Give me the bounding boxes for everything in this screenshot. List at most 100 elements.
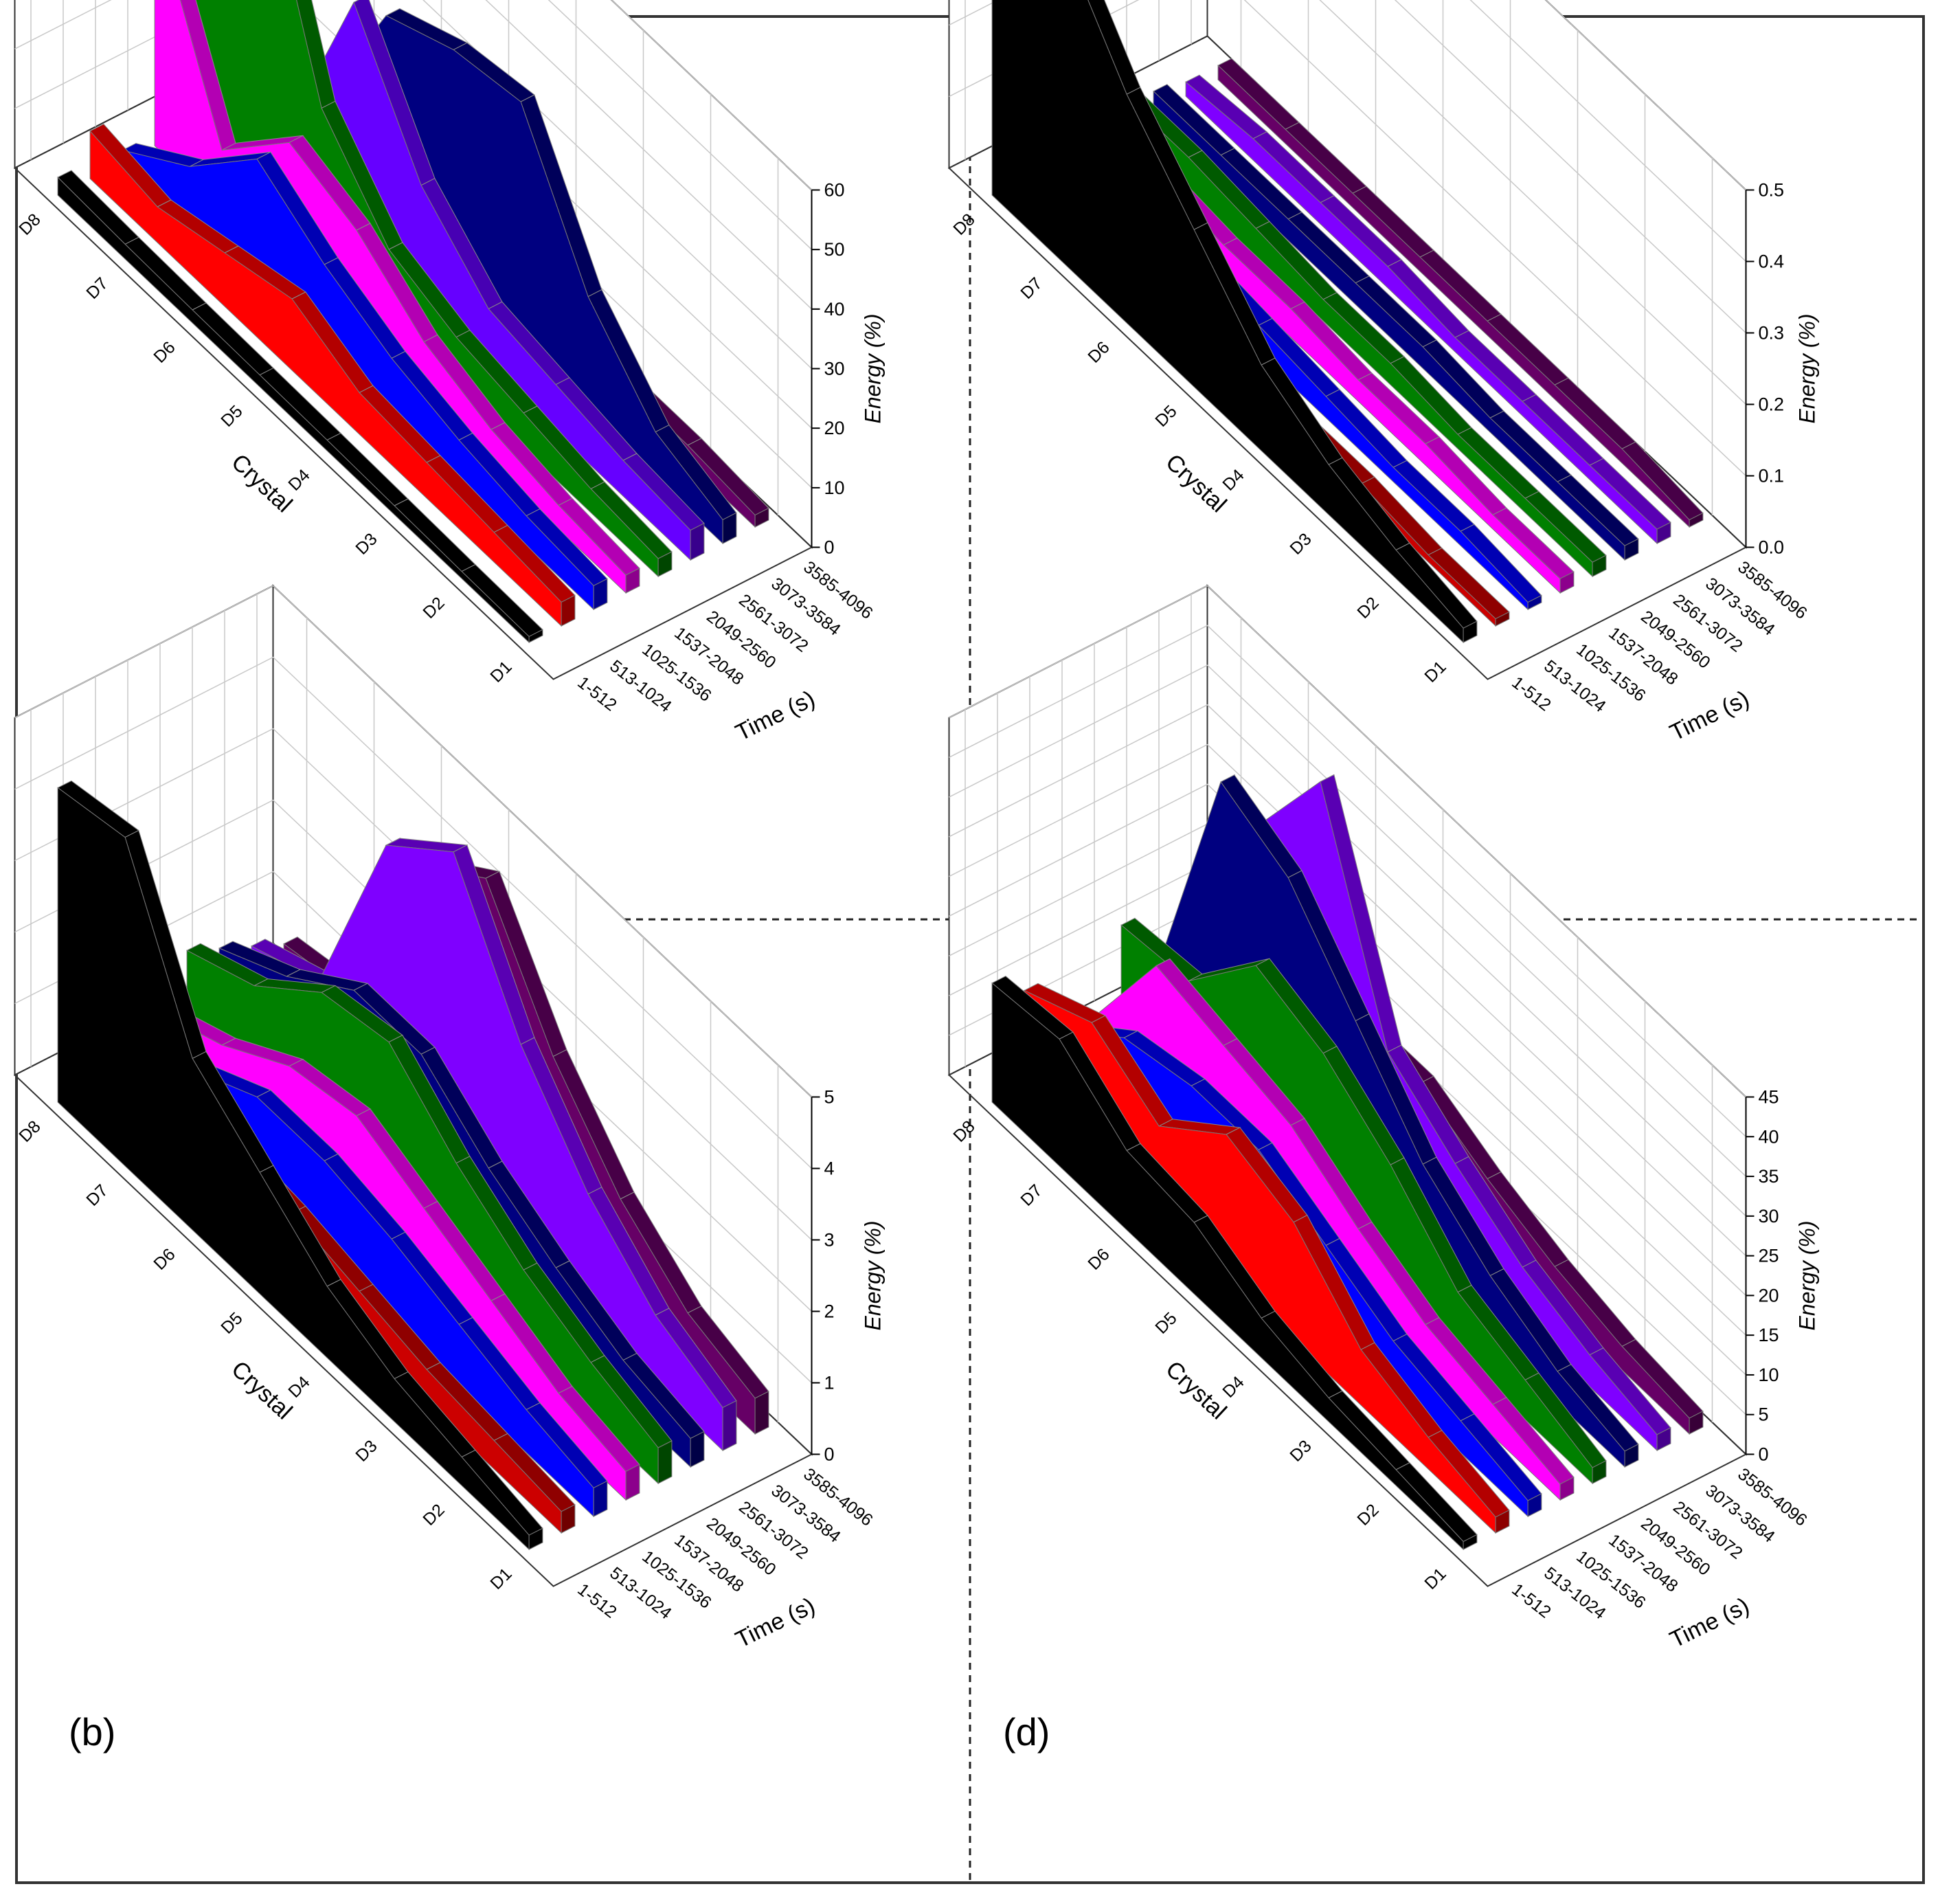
grid-line bbox=[949, 704, 1747, 1217]
energy-tick-label: 4 bbox=[824, 1158, 835, 1179]
series-ribbon-2049-2560 bbox=[1120, 86, 1607, 578]
energy-tick-label: 0.2 bbox=[1759, 394, 1785, 415]
grid-line bbox=[14, 0, 813, 429]
energy-tick-label: 40 bbox=[824, 299, 845, 320]
series-ribbon-3585-4096 bbox=[1217, 58, 1704, 528]
energy-axis: 0 5 10 15 20 25 30 35 40 45 Energy (%) bbox=[1745, 1087, 1820, 1465]
grid-line bbox=[949, 664, 1747, 1177]
ribbons bbox=[57, 780, 769, 1551]
series-ribbon-3073-3584 bbox=[1185, 74, 1671, 545]
grid-line bbox=[422, 0, 813, 370]
ribbon-end-cap bbox=[1495, 611, 1510, 627]
energy-tick-label: 0 bbox=[824, 537, 835, 558]
ribbon-end-cap bbox=[625, 568, 640, 594]
ribbons bbox=[991, 0, 1704, 644]
energy-tick-label: 20 bbox=[824, 418, 845, 438]
ribbon-end-cap bbox=[1624, 538, 1639, 561]
grid-line bbox=[611, 0, 813, 191]
energy-tick-label: 5 bbox=[1759, 1404, 1769, 1425]
series-ribbon-2561-3072 bbox=[1153, 774, 1639, 1468]
ribbon-end-cap bbox=[1559, 1476, 1575, 1501]
energy-axis-title: Energy (%) bbox=[861, 1220, 886, 1330]
ribbon-end-cap bbox=[1559, 571, 1575, 594]
energy-tick-label: 2 bbox=[824, 1301, 835, 1322]
grid-line bbox=[14, 0, 813, 489]
energy-tick-label: 0.5 bbox=[1759, 180, 1785, 201]
floor bbox=[947, 35, 1748, 680]
energy-axis-title: Energy (%) bbox=[1795, 313, 1820, 423]
energy-tick-label: 0.4 bbox=[1759, 251, 1785, 272]
ribbon-end-cap bbox=[593, 578, 608, 610]
energy-tick-label: 0 bbox=[824, 1444, 835, 1465]
grid-line bbox=[14, 585, 813, 1098]
ribbon-end-cap bbox=[625, 1464, 640, 1501]
energy-tick-label: 10 bbox=[824, 478, 845, 498]
energy-tick-label: 40 bbox=[1759, 1126, 1779, 1147]
energy-tick-label: 0 bbox=[1759, 1444, 1769, 1465]
grid-line bbox=[1394, 0, 1747, 334]
series-ribbon-1-512 bbox=[991, 976, 1478, 1551]
ribbon-end-cap bbox=[528, 1527, 543, 1550]
energy-axis-title: Energy (%) bbox=[1795, 1220, 1820, 1330]
ribbon-end-cap bbox=[1624, 1443, 1639, 1468]
ribbon-end-cap bbox=[1527, 594, 1542, 610]
energy-tick-label: 50 bbox=[824, 239, 845, 260]
energy-axis-title: Energy (%) bbox=[861, 313, 886, 423]
energy-tick-label: 0.1 bbox=[1759, 466, 1785, 486]
ribbon-end-cap bbox=[657, 1440, 673, 1484]
grid-line bbox=[14, 656, 813, 1169]
series-ribbon-2561-3072 bbox=[1153, 84, 1639, 561]
series-ribbon-1537-2048 bbox=[154, 0, 640, 594]
ribbon-end-cap bbox=[1527, 1492, 1542, 1517]
ribbon-end-cap bbox=[1689, 512, 1704, 528]
ribbon-end-cap bbox=[593, 1480, 608, 1517]
energy-axis: 0.0 0.1 0.2 0.3 0.4 0.5 Energy (%) bbox=[1745, 180, 1820, 558]
ribbon-end-cap bbox=[561, 1503, 576, 1534]
energy-tick-label: 60 bbox=[824, 180, 845, 201]
energy-tick-label: 10 bbox=[1759, 1365, 1779, 1385]
ribbon-end-cap bbox=[528, 629, 543, 643]
energy-axis: 0 10 20 30 40 50 60 Energy (%) bbox=[811, 180, 886, 558]
grid-line bbox=[485, 0, 813, 310]
ribbon-end-cap bbox=[1689, 1410, 1704, 1435]
energy-tick-label: 1 bbox=[824, 1373, 835, 1393]
ribbon-end-cap bbox=[690, 522, 705, 561]
ribbon-end-cap bbox=[561, 594, 576, 627]
grid-line bbox=[949, 585, 1747, 1098]
ribbon-end-cap bbox=[690, 1431, 705, 1468]
ribbon-end-cap bbox=[722, 1400, 737, 1451]
series-ribbon-1-512 bbox=[57, 170, 543, 644]
grid-line bbox=[949, 783, 1747, 1296]
grid-line bbox=[1545, 0, 1747, 191]
ribbon-end-cap bbox=[754, 507, 769, 528]
panel-label: (b) bbox=[69, 1710, 115, 1754]
energy-tick-label: 25 bbox=[1759, 1246, 1779, 1266]
ribbon-end-cap bbox=[1656, 1426, 1671, 1451]
energy-tick-label: 30 bbox=[824, 359, 845, 379]
energy-tick-label: 3 bbox=[824, 1230, 835, 1251]
energy-tick-label: 0.3 bbox=[1759, 323, 1785, 344]
ribbon-end-cap bbox=[1463, 620, 1478, 643]
ribbon-end-cap bbox=[754, 1391, 769, 1435]
energy-tick-label: 45 bbox=[1759, 1087, 1779, 1108]
energy-tick-label: 20 bbox=[1759, 1285, 1779, 1306]
energy-tick-label: 30 bbox=[1759, 1206, 1779, 1227]
ribbon-end-cap bbox=[722, 512, 737, 544]
ribbon-end-cap bbox=[657, 551, 673, 577]
energy-tick-label: 15 bbox=[1759, 1325, 1779, 1345]
ribbon-end-cap bbox=[1495, 1509, 1510, 1534]
ribbons bbox=[57, 0, 769, 644]
ribbon-end-cap bbox=[1592, 1459, 1607, 1484]
series-ribbon-513-1024 bbox=[1023, 983, 1510, 1534]
energy-tick-label: 35 bbox=[1759, 1166, 1779, 1187]
ribbon-end-cap bbox=[1592, 555, 1607, 577]
grid-line bbox=[949, 0, 1747, 405]
grid-line bbox=[548, 0, 813, 250]
grid-line bbox=[1469, 0, 1747, 262]
energy-tick-label: 5 bbox=[824, 1087, 835, 1108]
series-ribbon-513-1024 bbox=[89, 123, 576, 627]
series-ribbon-1-512 bbox=[57, 780, 543, 1551]
